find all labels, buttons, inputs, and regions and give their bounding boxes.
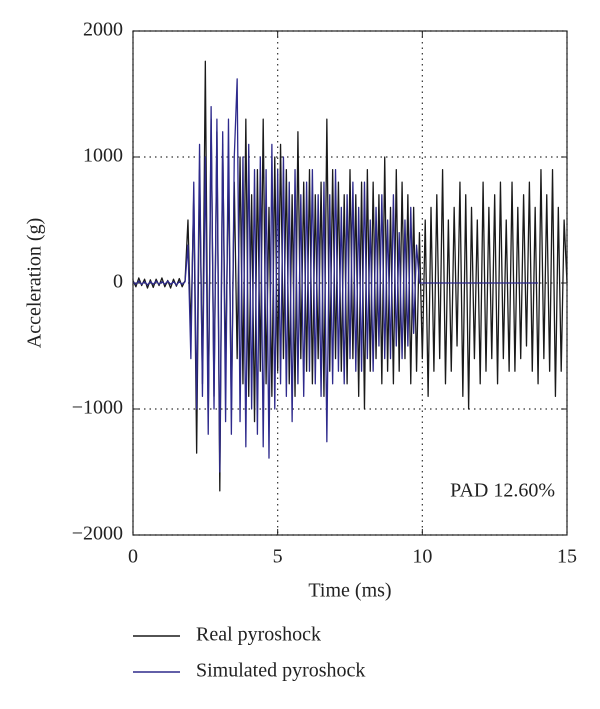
y-tick-label: 1000: [83, 145, 123, 167]
x-tick-label: 15: [557, 546, 577, 568]
x-tick-label: 0: [128, 546, 138, 568]
legend-label: Real pyroshock: [196, 624, 321, 646]
x-tick-label: 10: [412, 546, 432, 568]
x-axis-label: Time (ms): [308, 580, 391, 602]
annotation: PAD 12.60%: [450, 480, 555, 502]
series-line: [132, 60, 568, 492]
plot-frame: [132, 30, 568, 536]
x-tick-label: 5: [273, 546, 283, 568]
y-tick-label: −2000: [72, 523, 123, 545]
y-tick-label: −1000: [72, 397, 123, 419]
series-line: [132, 78, 539, 473]
legend-label: Simulated pyroshock: [196, 660, 365, 682]
y-axis-label: Acceleration (g): [24, 218, 46, 348]
y-tick-label: 0: [113, 271, 123, 293]
y-tick-label: 2000: [83, 19, 123, 41]
